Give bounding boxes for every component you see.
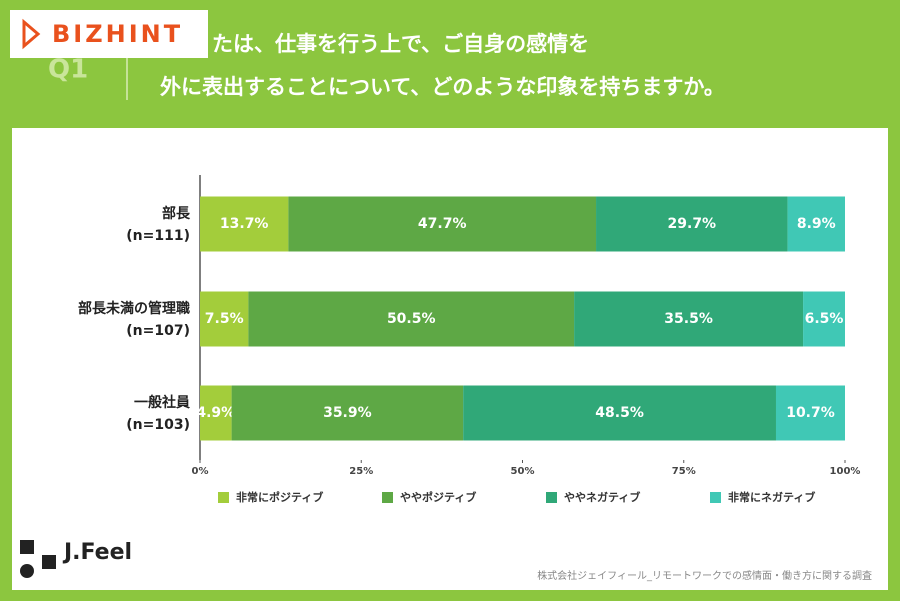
bar-segment	[200, 196, 289, 252]
value-label: 50.5%	[387, 311, 436, 327]
legend-swatch	[546, 492, 557, 503]
category-label: 部長	[162, 205, 191, 222]
brand-mark	[20, 564, 34, 578]
logo-icon	[22, 18, 41, 50]
brand-mark	[20, 540, 34, 554]
x-tick-label: 75%	[672, 466, 696, 477]
question-number: Q1	[48, 55, 88, 85]
bar-segment	[787, 196, 845, 252]
x-tick-label: 0%	[192, 466, 209, 477]
legend-label: ややポジティブ	[400, 490, 476, 504]
bar-segment	[596, 196, 788, 252]
category-sublabel: (n=107)	[126, 323, 190, 339]
x-tick-label: 100%	[830, 466, 861, 477]
x-tick-label: 50%	[511, 466, 535, 477]
value-label: 10.7%	[786, 405, 835, 421]
bar-segment	[775, 385, 845, 441]
legend-label: ややネガティブ	[564, 490, 640, 504]
value-label: 7.5%	[205, 311, 244, 327]
legend-label: 非常にネガティブ	[728, 490, 815, 504]
category-label: 一般社員	[134, 394, 190, 411]
legend-label: 非常にポジティブ	[236, 490, 323, 504]
bar-segment	[574, 291, 804, 347]
legend-swatch	[710, 492, 721, 503]
question-line: 外に表出することについて、どのような印象を持ちますか。	[160, 75, 725, 99]
value-label: 29.7%	[668, 216, 717, 232]
bar-segment	[200, 385, 232, 441]
legend-swatch	[382, 492, 393, 503]
value-label: 47.7%	[418, 216, 467, 232]
legend-swatch	[218, 492, 229, 503]
question-line: たは、仕事を行う上で、ご自身の感情を	[212, 32, 589, 56]
bar-segment	[463, 385, 776, 441]
source: 株式会社ジェイフィール_リモートワークでの感情面・働き方に関する調査	[537, 569, 872, 582]
value-label: 6.5%	[805, 311, 844, 327]
value-label: 4.9%	[196, 405, 235, 421]
bar-segment	[803, 291, 845, 347]
x-tick-label: 25%	[349, 466, 373, 477]
value-label: 35.5%	[664, 311, 713, 327]
brand-mark	[42, 555, 56, 569]
bar-segment	[231, 385, 464, 441]
value-label: 48.5%	[595, 405, 644, 421]
logo: BIZHINT	[52, 20, 183, 48]
value-label: 35.9%	[323, 405, 372, 421]
value-label: 13.7%	[220, 216, 269, 232]
category-sublabel: (n=103)	[126, 417, 190, 433]
category-sublabel: (n=111)	[126, 228, 190, 244]
bar-segment	[248, 291, 575, 347]
logo-box	[10, 10, 208, 58]
category-label: 部長未満の管理職	[78, 300, 190, 317]
bar-segment	[288, 196, 597, 252]
brand: J.Feel	[62, 540, 132, 565]
value-label: 8.9%	[797, 216, 836, 232]
bar-segment	[200, 291, 249, 347]
